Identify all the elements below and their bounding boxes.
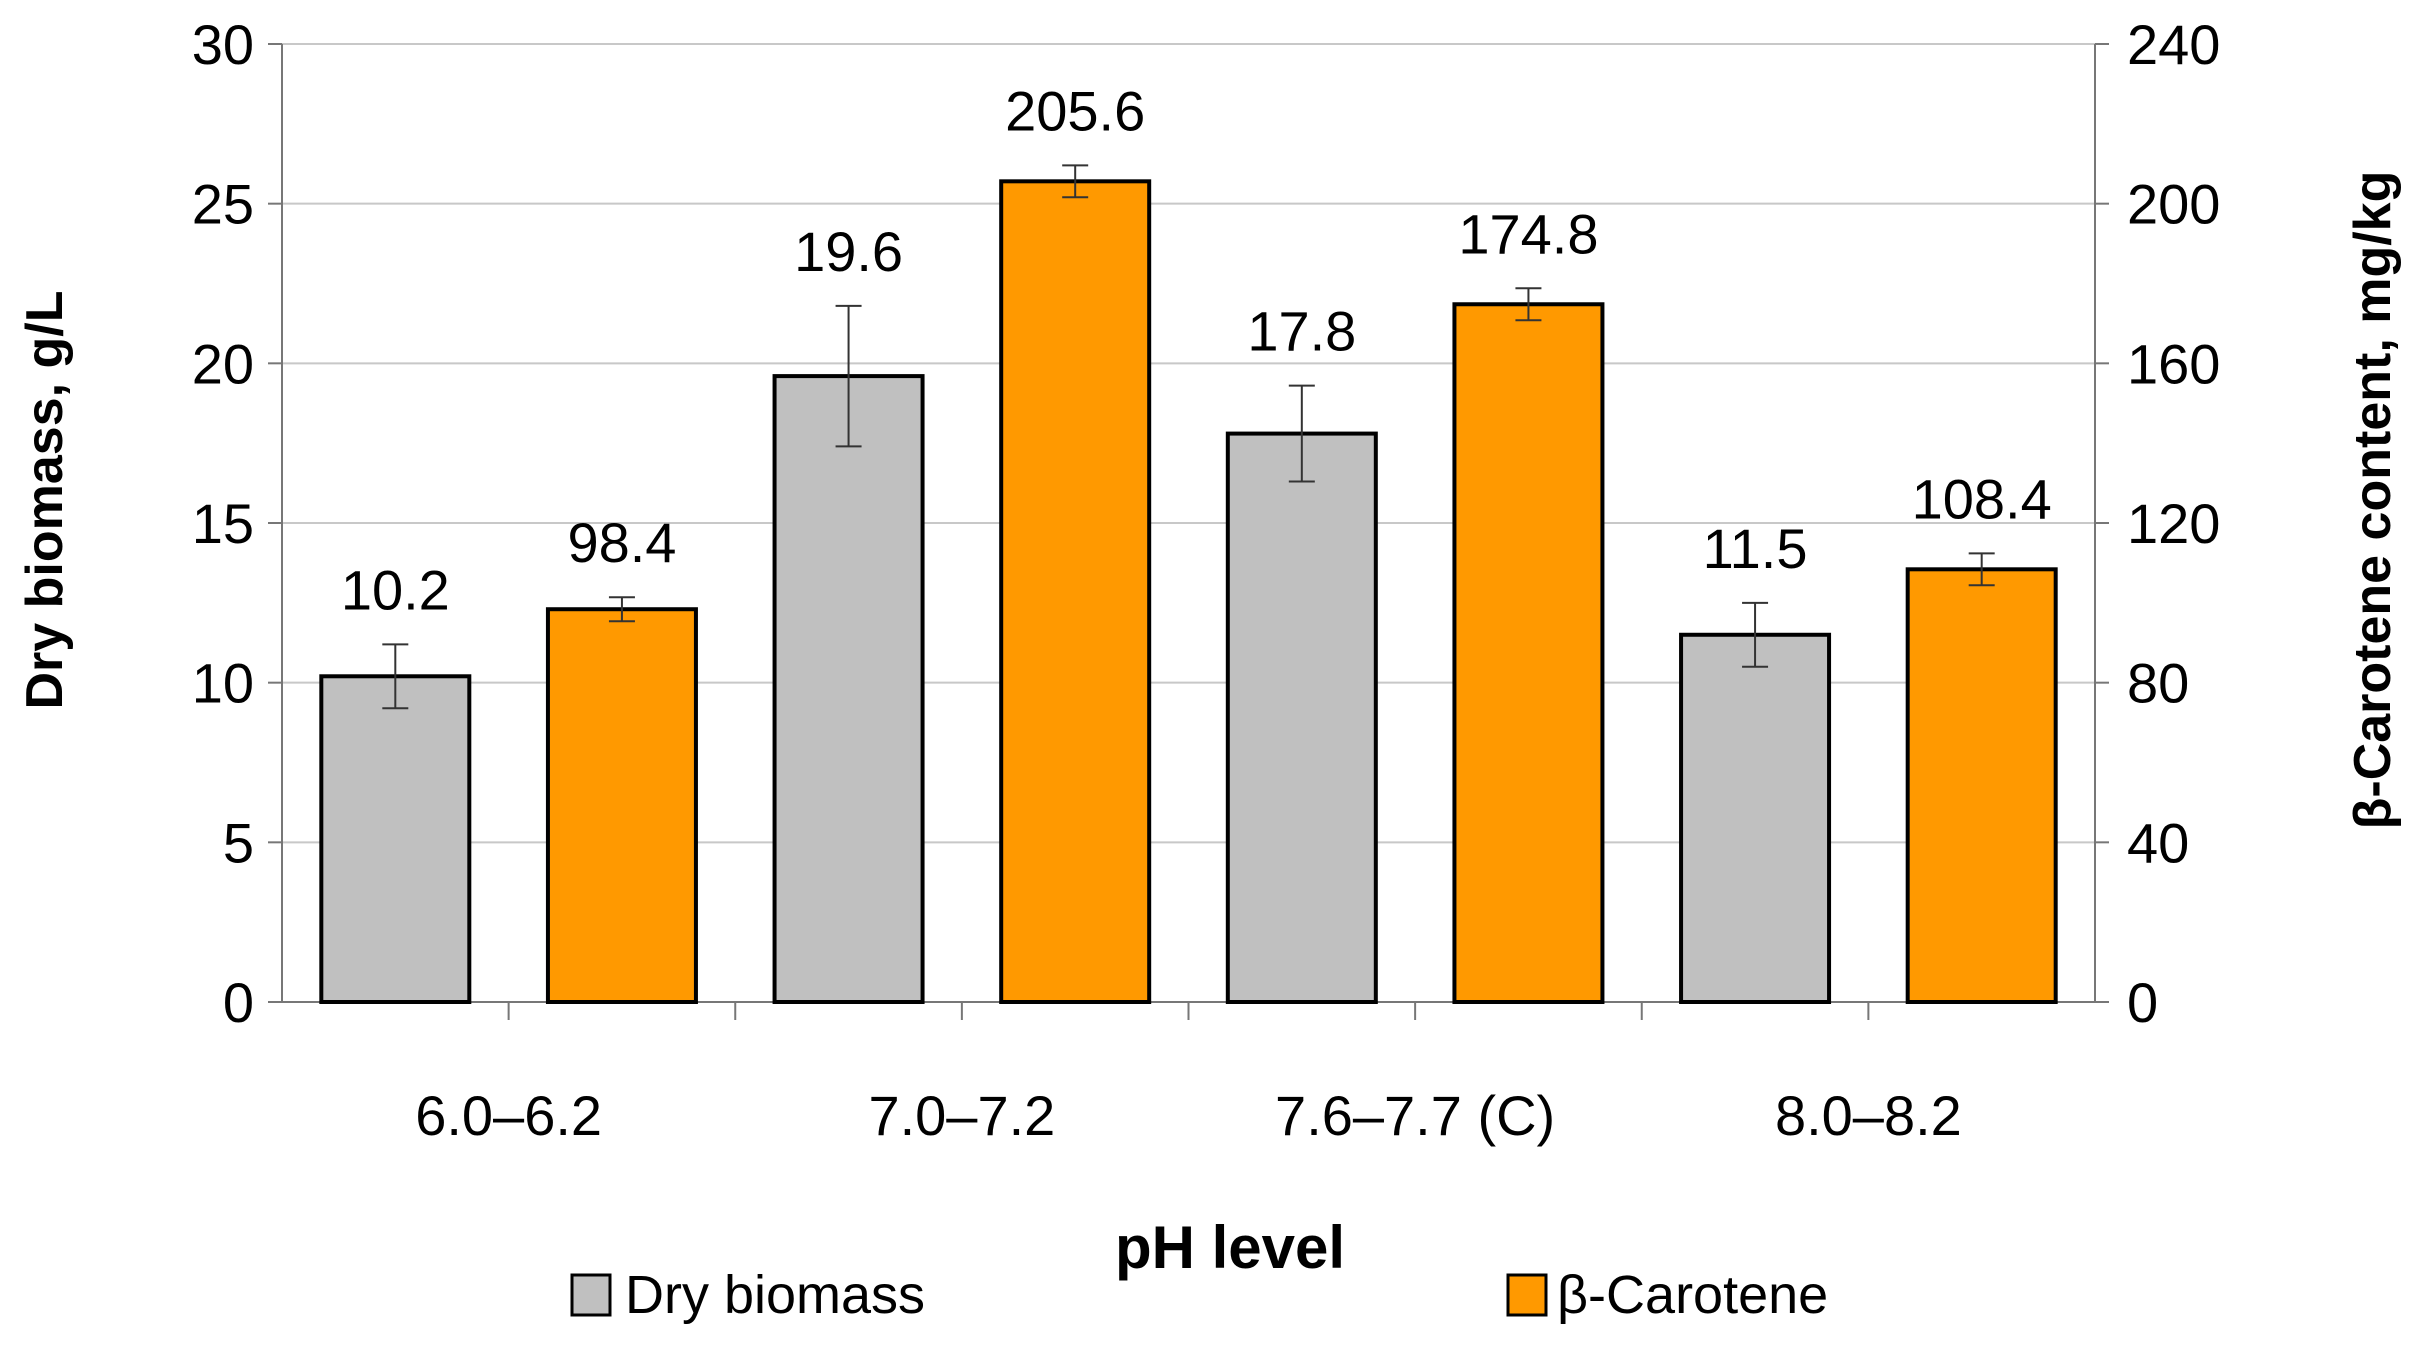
data-label: 17.8 <box>1247 300 1356 363</box>
legend-label-beta-carotene: β-Carotene <box>1557 1265 1828 1325</box>
y-tick-label: 15 <box>192 492 254 555</box>
data-labels: 10.2 19.6 17.8 11.5 98.4 205.6 174.8 108.4 <box>341 79 2052 621</box>
y2-axis-title: β-Carotene content, mg/kg <box>2344 171 2402 830</box>
bar-beta-carotene <box>999 179 1152 1004</box>
y2-tick-label: 80 <box>2127 652 2189 715</box>
legend-swatch-dry-biomass <box>570 1273 612 1317</box>
x-tick-label: 6.0–6.2 <box>415 1084 602 1147</box>
y2-tick-label: 120 <box>2127 492 2220 555</box>
bar-dry-biomass <box>772 374 925 1004</box>
legend-swatch-beta-carotene <box>1506 1273 1548 1317</box>
y2-tick-label: 0 <box>2127 971 2158 1034</box>
y-tick-label: 0 <box>223 971 254 1034</box>
legend: Dry biomass β-Carotene <box>570 1265 1828 1325</box>
y-tick-label: 25 <box>192 173 254 236</box>
data-label: 98.4 <box>567 511 676 574</box>
bar-dry-biomass <box>1679 632 1832 1004</box>
data-label: 11.5 <box>1703 517 1808 580</box>
bars <box>319 164 2058 1005</box>
axes: 0 5 10 15 20 25 30 0 40 80 120 160 200 240 6.0–6.2 7.0–… <box>192 13 2221 1147</box>
y2-tick-label: 200 <box>2127 173 2220 236</box>
bar-dry-biomass <box>319 674 472 1005</box>
y-tick-label: 20 <box>192 332 254 395</box>
bar-beta-carotene <box>1452 302 1605 1004</box>
y2-tick-label: 160 <box>2127 332 2220 395</box>
y2-tick-label: 40 <box>2127 811 2189 874</box>
bar-beta-carotene <box>545 607 698 1004</box>
data-label: 174.8 <box>1458 202 1598 265</box>
data-label: 19.6 <box>794 220 903 283</box>
data-label: 108.4 <box>1912 467 2052 530</box>
y2-tick-label: 240 <box>2127 13 2220 76</box>
bar-beta-carotene <box>1905 567 2058 1004</box>
x-tick-label: 8.0–8.2 <box>1775 1084 1962 1147</box>
x-axis-title: pH level <box>1115 1214 1345 1281</box>
y-axis-title: Dry biomass, g/L <box>16 291 74 710</box>
data-label: 205.6 <box>1005 79 1145 142</box>
data-label: 10.2 <box>341 558 450 621</box>
legend-label-dry-biomass: Dry biomass <box>625 1265 925 1325</box>
x-tick-label: 7.0–7.2 <box>868 1084 1055 1147</box>
y-tick-label: 10 <box>192 652 254 715</box>
y-tick-label: 30 <box>192 13 254 76</box>
bar-dry-biomass <box>1225 431 1378 1004</box>
y-tick-label: 5 <box>223 811 254 874</box>
x-tick-label: 7.6–7.7 (C) <box>1275 1084 1555 1147</box>
